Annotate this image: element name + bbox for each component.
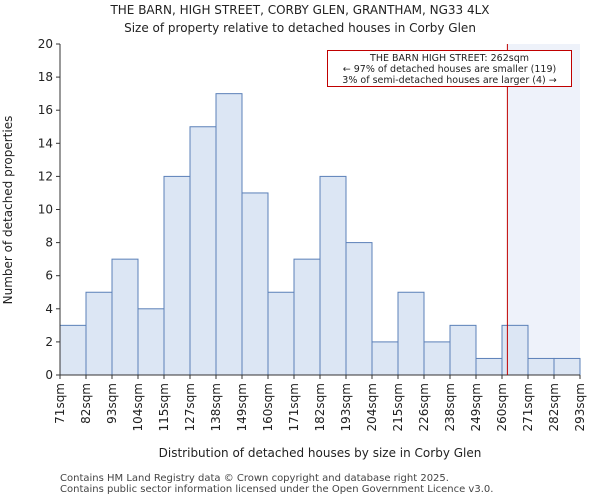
y-tick-label: 12 bbox=[38, 169, 53, 183]
x-tick-label: 271sqm bbox=[521, 383, 535, 431]
x-tick-label: 127sqm bbox=[183, 383, 197, 431]
histogram-bar bbox=[371, 341, 399, 376]
annotation-line-1: THE BARN HIGH STREET: 262sqm bbox=[370, 53, 529, 64]
y-tick-label: 20 bbox=[38, 37, 53, 51]
x-tick-label: 115sqm bbox=[157, 383, 171, 431]
x-tick-label: 82sqm bbox=[79, 383, 93, 424]
histogram-bar bbox=[137, 308, 165, 376]
histogram-bar bbox=[189, 126, 217, 376]
x-tick-label: 293sqm bbox=[573, 383, 587, 431]
x-tick-label: 93sqm bbox=[105, 383, 119, 424]
x-tick-label: 71sqm bbox=[53, 383, 67, 424]
annotation-line-3: 3% of semi-detached houses are larger (4… bbox=[342, 75, 557, 86]
histogram-bar bbox=[475, 357, 503, 376]
y-tick-label: 8 bbox=[45, 236, 53, 250]
histogram-bar bbox=[553, 357, 581, 376]
histogram-bar bbox=[527, 357, 555, 376]
x-tick-label: 249sqm bbox=[469, 383, 483, 431]
x-tick-label: 193sqm bbox=[339, 383, 353, 431]
y-tick-label: 14 bbox=[38, 136, 53, 150]
x-tick-label: 138sqm bbox=[209, 383, 223, 431]
histogram-bar bbox=[111, 258, 139, 376]
x-tick-label: 171sqm bbox=[287, 383, 301, 431]
histogram-bar bbox=[449, 324, 477, 376]
x-tick-label: 104sqm bbox=[131, 383, 145, 431]
x-tick-label: 204sqm bbox=[365, 383, 379, 431]
x-tick-label: 215sqm bbox=[391, 383, 405, 431]
histogram-bar bbox=[241, 192, 269, 376]
histogram-bar bbox=[501, 324, 529, 376]
x-tick-label: 182sqm bbox=[313, 383, 327, 431]
x-tick-label: 226sqm bbox=[417, 383, 431, 431]
annotation-line-2: ← 97% of detached houses are smaller (11… bbox=[342, 64, 557, 75]
y-tick-label: 6 bbox=[45, 269, 53, 283]
histogram-bar bbox=[267, 291, 295, 376]
x-tick-label: 149sqm bbox=[235, 383, 249, 431]
histogram-bar bbox=[423, 341, 451, 376]
y-tick-label: 18 bbox=[38, 70, 53, 84]
footer-line-2: Contains public sector information licen… bbox=[60, 484, 494, 495]
histogram-bar bbox=[293, 258, 321, 376]
x-tick-label: 260sqm bbox=[495, 383, 509, 431]
y-tick-label: 4 bbox=[45, 302, 53, 316]
histogram-bar bbox=[85, 291, 113, 376]
y-axis-label: Number of detached properties bbox=[1, 116, 15, 305]
x-axis-label: Distribution of detached houses by size … bbox=[159, 446, 482, 460]
footer-line-1: Contains HM Land Registry data © Crown c… bbox=[60, 473, 449, 484]
y-tick-label: 16 bbox=[38, 103, 53, 117]
chart-title: THE BARN, HIGH STREET, CORBY GLEN, GRANT… bbox=[110, 3, 490, 17]
x-tick-label: 282sqm bbox=[547, 383, 561, 431]
y-tick-label: 2 bbox=[45, 335, 53, 349]
histogram-bar bbox=[319, 175, 347, 376]
histogram-bar bbox=[59, 324, 87, 376]
x-tick-label: 160sqm bbox=[261, 383, 275, 431]
histogram-bar bbox=[163, 175, 191, 376]
y-tick-label: 10 bbox=[38, 203, 53, 217]
x-tick-label: 238sqm bbox=[443, 383, 457, 431]
histogram-bar bbox=[345, 242, 373, 376]
marker-annotation-box: THE BARN HIGH STREET: 262sqm ← 97% of de… bbox=[327, 50, 572, 87]
histogram-bar bbox=[215, 93, 243, 376]
histogram-bar bbox=[397, 291, 425, 376]
chart-subtitle: Size of property relative to detached ho… bbox=[124, 21, 476, 35]
y-tick-label: 0 bbox=[45, 368, 53, 382]
highlight-region bbox=[507, 44, 580, 375]
